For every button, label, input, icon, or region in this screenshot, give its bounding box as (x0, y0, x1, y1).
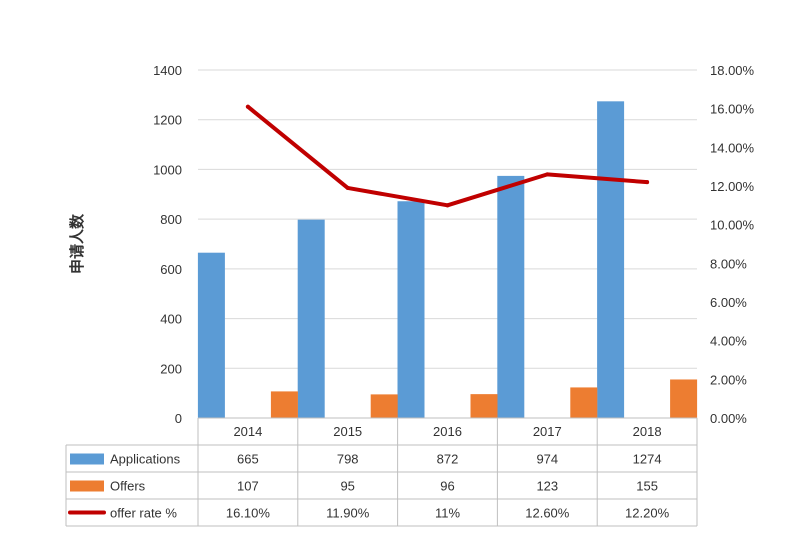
bars (197, 101, 698, 418)
bar-offers (470, 394, 498, 418)
bar-applications (597, 101, 625, 418)
data-table: 2014 2015 2016 2017 2018 Applications 665 798 87… (65, 417, 698, 527)
y2-tick-label: 10.00% (710, 218, 755, 233)
x-tick-label: 2015 (333, 424, 362, 439)
x-tick-label: 2014 (233, 424, 262, 439)
bar-applications (497, 175, 525, 418)
data-label: 1274 (633, 452, 662, 467)
y2-tick-label: 16.00% (710, 102, 755, 117)
y2-tick-label: 0.00% (710, 411, 747, 426)
y2-tick-label: 14.00% (710, 140, 755, 155)
bar-offers (270, 391, 298, 418)
bar-offers (370, 394, 398, 418)
data-label: 12.60% (525, 506, 570, 521)
line-point (345, 185, 350, 190)
y-axis-right: 0.00% 2.00% 4.00% 6.00% 8.00% 10.00% 12.00% 14.… (710, 63, 755, 426)
line-point (545, 172, 550, 177)
data-label: 872 (437, 452, 459, 467)
y-tick-label: 800 (160, 212, 182, 227)
line-point (645, 180, 650, 185)
y2-tick-label: 4.00% (710, 334, 747, 349)
data-label: 798 (337, 452, 359, 467)
y-tick-label: 400 (160, 312, 182, 327)
y-tick-label: 600 (160, 262, 182, 277)
legend-label: Applications (110, 452, 181, 467)
x-tick-label: 2018 (633, 424, 662, 439)
bar-applications (397, 201, 425, 418)
data-label: 107 (237, 479, 259, 494)
data-label: 665 (237, 452, 259, 467)
y2-tick-label: 12.00% (710, 179, 755, 194)
legend-key (70, 480, 104, 492)
data-label: 974 (536, 452, 558, 467)
bar-offers (570, 387, 598, 418)
data-label: 96 (440, 479, 454, 494)
y-tick-label: 0 (175, 411, 182, 426)
y-axis-left: 0 200 400 600 800 1000 1200 1400 (153, 63, 182, 426)
y2-tick-label: 2.00% (710, 372, 747, 387)
y2-tick-label: 8.00% (710, 256, 747, 271)
data-label: 11.90% (326, 506, 370, 521)
bar-applications (297, 219, 325, 418)
line-offer-rate (245, 104, 650, 208)
y2-tick-label: 18.00% (710, 63, 755, 78)
x-tick-label: 2017 (533, 424, 562, 439)
y-tick-label: 1000 (153, 162, 182, 177)
legend-label: Offers (110, 479, 146, 494)
data-label: 155 (636, 479, 658, 494)
bar-offers (670, 379, 698, 418)
line-point (245, 104, 250, 109)
data-label: 95 (340, 479, 354, 494)
gridlines (198, 69, 697, 419)
data-label: 16.10% (226, 506, 271, 521)
y-tick-label: 1400 (153, 63, 182, 78)
y2-tick-label: 6.00% (710, 295, 747, 310)
bar-applications (197, 252, 225, 418)
data-label: 12.20% (625, 506, 670, 521)
x-tick-label: 2016 (433, 424, 462, 439)
data-label: 123 (536, 479, 558, 494)
y-axis-title: 申请人数 (68, 213, 86, 274)
line-point (445, 203, 450, 208)
offer-rate-line (245, 104, 650, 208)
legend-label: offer rate % (110, 506, 177, 521)
legend-key (70, 453, 104, 465)
y-tick-label: 200 (160, 361, 182, 376)
data-label: 11% (435, 506, 460, 521)
y-tick-label: 1200 (153, 113, 182, 128)
